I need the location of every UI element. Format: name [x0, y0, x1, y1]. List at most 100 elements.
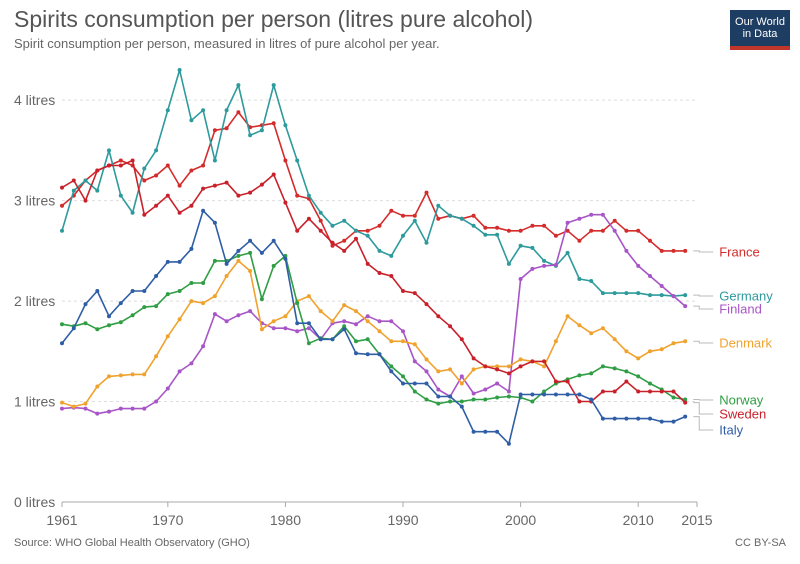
data-point: [683, 293, 688, 298]
data-point: [377, 329, 382, 334]
data-point: [659, 389, 664, 394]
x-tick-label: 1990: [387, 512, 418, 528]
data-point: [518, 243, 523, 248]
data-point: [659, 248, 664, 253]
data-point: [83, 178, 88, 183]
data-point: [412, 213, 417, 218]
data-point: [636, 374, 641, 379]
data-point: [612, 291, 617, 296]
data-point: [118, 406, 123, 411]
series-italy[interactable]: [60, 208, 688, 446]
data-point: [471, 429, 476, 434]
data-point: [318, 228, 323, 233]
data-point: [236, 253, 241, 258]
data-point: [165, 259, 170, 264]
data-point: [142, 289, 147, 293]
data-point: [259, 128, 264, 133]
data-point: [201, 108, 206, 113]
data-point: [60, 322, 64, 327]
x-tick-label: 2000: [505, 512, 536, 528]
data-point: [248, 250, 253, 255]
data-point: [142, 406, 147, 411]
data-point: [683, 414, 688, 419]
data-point: [271, 238, 276, 243]
data-point: [177, 210, 182, 215]
data-point: [130, 372, 135, 377]
data-point: [589, 279, 594, 283]
data-point: [565, 250, 570, 255]
data-point: [624, 369, 629, 374]
data-point: [177, 259, 182, 264]
series-france[interactable]: [60, 110, 688, 253]
data-point: [271, 326, 276, 331]
data-point: [448, 399, 453, 404]
data-point: [248, 133, 253, 138]
data-point: [271, 121, 276, 126]
data-point: [542, 258, 547, 263]
series-line-denmark: [61, 260, 686, 408]
data-point: [154, 203, 159, 208]
series-label-france: France: [719, 245, 759, 260]
data-point: [495, 367, 500, 372]
series-line-finland: [61, 213, 686, 415]
data-point: [636, 416, 641, 421]
data-point: [295, 301, 300, 306]
data-point: [424, 357, 429, 362]
data-point: [365, 337, 370, 342]
data-point: [495, 364, 500, 369]
series-label-denmark: Denmark: [719, 336, 772, 351]
data-point: [365, 314, 370, 319]
data-point: [330, 319, 335, 324]
label-connector: [693, 402, 714, 415]
logo-line-1: Our World: [735, 16, 785, 28]
data-point: [565, 379, 570, 384]
data-point: [295, 321, 300, 326]
data-point: [495, 381, 500, 386]
series-norway[interactable]: [60, 250, 688, 406]
owid-logo[interactable]: Our World in Data: [730, 10, 790, 50]
series-germany[interactable]: [60, 68, 688, 299]
label-connector: [693, 305, 714, 310]
data-point: [448, 367, 453, 372]
data-point: [577, 392, 582, 397]
data-point: [201, 281, 206, 285]
data-point: [354, 228, 358, 233]
data-point: [589, 397, 594, 402]
data-point: [165, 163, 170, 168]
data-point: [542, 364, 547, 369]
data-point: [342, 303, 347, 308]
data-point: [118, 158, 123, 163]
data-point: [412, 342, 417, 347]
data-point: [365, 319, 370, 324]
data-point: [71, 178, 76, 183]
data-point: [577, 238, 582, 243]
data-point: [83, 321, 88, 326]
data-point: [342, 327, 347, 332]
data-point: [436, 203, 441, 208]
data-point: [518, 228, 523, 233]
data-point: [330, 243, 335, 248]
data-point: [459, 404, 464, 409]
data-point: [389, 364, 394, 369]
data-point: [659, 293, 664, 298]
data-point: [271, 83, 276, 88]
label-connector: [693, 416, 714, 431]
series-sweden[interactable]: [60, 158, 688, 405]
data-point: [118, 320, 123, 325]
data-point: [318, 309, 323, 314]
data-point: [553, 262, 558, 267]
series-label-sweden: Sweden: [719, 407, 766, 422]
data-point: [412, 381, 417, 386]
data-point: [542, 263, 547, 268]
data-point: [212, 158, 217, 163]
data-point: [83, 198, 88, 203]
data-point: [648, 238, 652, 243]
data-point: [224, 108, 229, 113]
data-point: [424, 397, 429, 402]
data-point: [201, 186, 206, 191]
data-point: [236, 258, 241, 263]
label-connector: [693, 340, 714, 344]
data-point: [118, 373, 123, 378]
data-point: [659, 419, 664, 424]
series-denmark[interactable]: [60, 258, 688, 409]
